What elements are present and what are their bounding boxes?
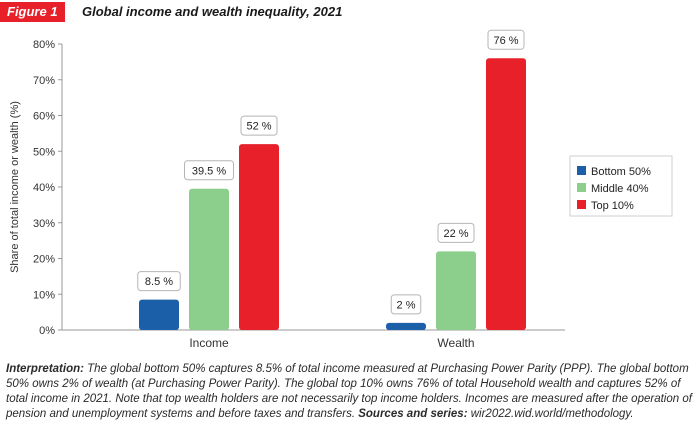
y-tick-label: 60% <box>33 111 55 123</box>
bar-bottom-50--wealth <box>386 322 426 330</box>
data-labels: 8.5 % 39.5 % 52 % 2 % 22 % 76 % <box>137 29 525 315</box>
bar-middle-40--income <box>189 188 229 330</box>
data-label: 2 % <box>397 299 416 311</box>
data-label-box <box>240 115 278 136</box>
data-label-box <box>437 222 475 243</box>
y-axis: 0% 10% 20% 30% 40% 50% 60% 70% 80% Share of total… <box>9 39 63 337</box>
bar-chart: 0% 10% 20% 30% 40% 50% 60% 70% 80% Share of total… <box>9 29 673 350</box>
legend-swatch <box>577 166 586 175</box>
interpretation-text: The global bottom 50% captures 8.5% of t… <box>6 363 692 420</box>
sources-text: wir2022.wid.world/methodology. <box>467 408 634 420</box>
y-tick-label: 30% <box>33 218 55 230</box>
x-axis: Income Wealth <box>62 329 565 350</box>
figure-title: Global income and wealth inequality, 202… <box>82 4 343 19</box>
legend-swatch <box>577 200 586 209</box>
legend-label: Middle 40% <box>591 183 649 195</box>
legend-box <box>569 155 673 217</box>
data-label-box <box>184 160 234 181</box>
legend: Bottom 50% Middle 40% Top 10% <box>569 155 673 217</box>
x-tick-label: Income <box>189 336 229 350</box>
y-tick-label: 10% <box>33 289 55 301</box>
legend-label: Top 10% <box>591 200 634 212</box>
bar-bottom-50--income <box>139 299 179 330</box>
data-label: 52 % <box>246 121 271 133</box>
data-label-box <box>137 271 181 292</box>
data-label: 76 % <box>493 35 518 47</box>
bar-middle-40--wealth <box>436 251 476 330</box>
figure-caption: Interpretation: The global bottom 50% ca… <box>6 362 696 422</box>
y-tick-label: 40% <box>33 182 55 194</box>
bar-top-10--wealth <box>486 58 526 331</box>
y-tick-label: 0% <box>39 325 55 337</box>
figure-badge: Figure 1 <box>0 2 65 22</box>
bar-top-10--income <box>239 144 279 330</box>
data-label-box <box>390 294 422 315</box>
y-tick-label: 50% <box>33 146 55 158</box>
y-tick-label: 80% <box>33 39 55 51</box>
data-label-box <box>487 29 525 50</box>
legend-swatch <box>577 183 586 192</box>
bars <box>139 58 526 331</box>
data-label: 8.5 % <box>145 276 173 288</box>
data-label: 22 % <box>443 228 468 240</box>
y-tick-label: 70% <box>33 75 55 87</box>
chart: 0% 10% 20% 30% 40% 50% 60% 70% 80% Share of total… <box>0 28 700 353</box>
legend-label: Bottom 50% <box>591 166 651 178</box>
x-tick-label: Wealth <box>437 336 474 350</box>
interpretation-label: Interpretation: <box>6 363 84 375</box>
data-label: 39.5 % <box>192 165 226 177</box>
figure-header: Figure 1 Global income and wealth inequa… <box>0 0 700 24</box>
y-axis-label: Share of total income or wealth (%) <box>9 101 21 273</box>
sources-label: Sources and series: <box>358 408 468 420</box>
y-tick-label: 20% <box>33 254 55 266</box>
